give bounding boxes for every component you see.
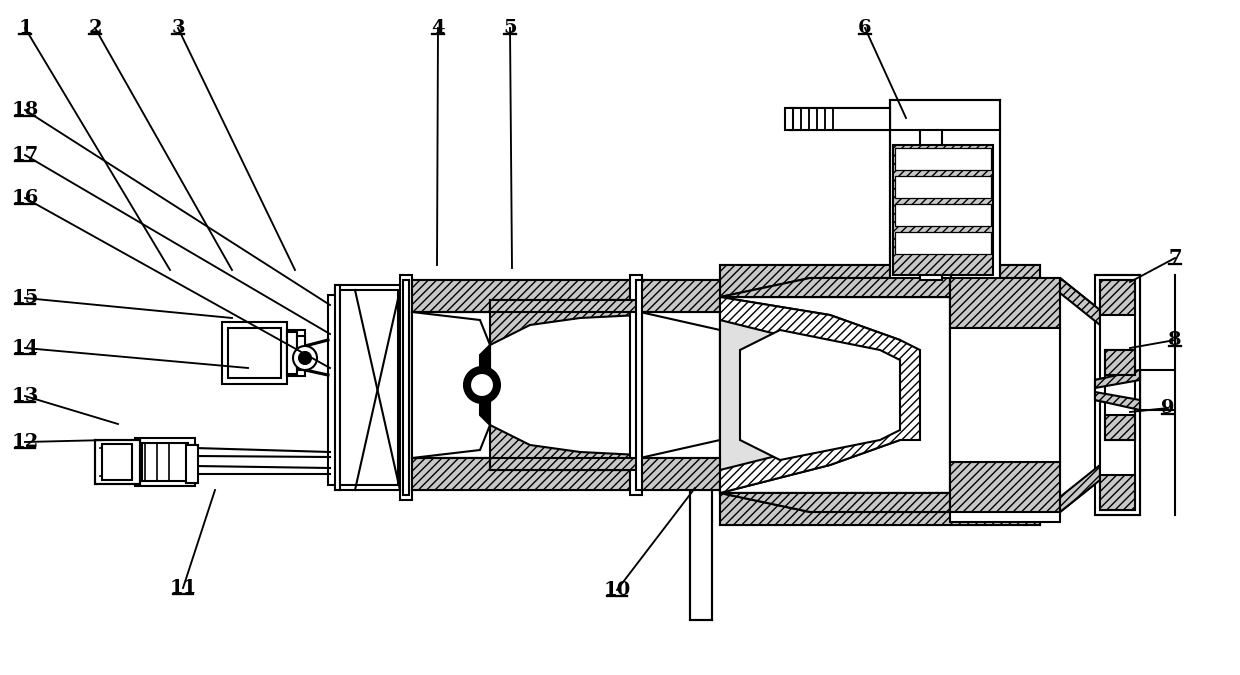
Polygon shape (720, 278, 950, 297)
Bar (1100, 280, 1135, 510)
Bar (286, 332, 298, 374)
Text: 17: 17 (11, 146, 38, 164)
Bar (228, 328, 281, 378)
Circle shape (299, 352, 311, 364)
Bar (785, 108, 794, 130)
Text: 11: 11 (169, 579, 197, 597)
Bar (720, 265, 1040, 297)
Text: 18: 18 (11, 101, 38, 119)
Bar (640, 280, 720, 312)
Bar (895, 204, 991, 226)
Bar (95, 440, 140, 484)
Bar (636, 280, 642, 490)
Text: 9: 9 (1161, 399, 1174, 417)
Bar (950, 328, 1060, 462)
Polygon shape (1095, 392, 1140, 410)
Polygon shape (1060, 278, 1100, 325)
Polygon shape (720, 278, 950, 297)
Text: 3: 3 (171, 19, 185, 37)
Text: 7: 7 (1168, 249, 1182, 267)
Polygon shape (720, 297, 900, 493)
Text: 1: 1 (19, 19, 32, 37)
Bar (329, 295, 339, 485)
Polygon shape (720, 297, 920, 493)
Text: 14: 14 (11, 339, 38, 357)
Bar (340, 290, 398, 485)
Bar (135, 438, 195, 486)
Bar (950, 462, 1060, 512)
Circle shape (464, 367, 500, 403)
Polygon shape (720, 493, 950, 512)
Text: 13: 13 (11, 387, 38, 405)
Bar (720, 493, 1040, 525)
Bar (186, 445, 198, 483)
Text: 12: 12 (11, 433, 38, 451)
Bar (1105, 350, 1135, 440)
Bar (640, 280, 720, 312)
Polygon shape (1060, 465, 1100, 512)
Bar (298, 336, 305, 370)
Bar (1105, 350, 1135, 375)
Bar (895, 176, 991, 198)
Text: 8: 8 (1168, 331, 1182, 349)
Bar (1105, 415, 1135, 440)
Polygon shape (490, 458, 640, 470)
Bar (920, 130, 942, 280)
Bar (403, 280, 409, 495)
Bar (412, 280, 640, 312)
Bar (412, 312, 640, 458)
Bar (890, 100, 999, 280)
Bar (1100, 475, 1135, 510)
Bar (143, 443, 188, 481)
Bar (412, 458, 640, 490)
Polygon shape (740, 330, 900, 460)
Polygon shape (480, 345, 490, 425)
Text: 4: 4 (432, 19, 445, 37)
Bar (950, 278, 1060, 328)
Polygon shape (412, 312, 490, 458)
Polygon shape (1060, 278, 1100, 512)
Bar (720, 265, 1040, 525)
Bar (950, 278, 1060, 522)
Circle shape (470, 373, 494, 397)
Text: 2: 2 (88, 19, 102, 37)
Polygon shape (490, 300, 640, 345)
Text: 5: 5 (503, 19, 517, 37)
Bar (286, 330, 305, 376)
Polygon shape (490, 300, 640, 312)
Bar (630, 275, 642, 495)
Bar (1095, 275, 1140, 515)
Text: 16: 16 (11, 189, 38, 207)
Bar (335, 285, 403, 490)
Bar (790, 108, 890, 130)
Bar (720, 297, 950, 493)
Bar (689, 490, 712, 620)
Polygon shape (720, 493, 950, 512)
Bar (222, 322, 286, 384)
Bar (335, 285, 340, 490)
Bar (401, 275, 412, 500)
Bar (895, 148, 991, 170)
Text: 6: 6 (858, 19, 872, 37)
Bar (490, 458, 640, 470)
Bar (102, 444, 131, 480)
Text: 15: 15 (11, 289, 38, 307)
Bar (1100, 280, 1135, 315)
Bar (640, 458, 720, 490)
Bar (893, 145, 993, 275)
Polygon shape (490, 425, 640, 470)
Text: 10: 10 (604, 581, 631, 599)
Bar (895, 232, 991, 254)
Bar (640, 458, 720, 490)
Circle shape (293, 346, 317, 370)
Polygon shape (1095, 370, 1140, 410)
Polygon shape (1095, 370, 1140, 388)
Bar (490, 300, 640, 312)
